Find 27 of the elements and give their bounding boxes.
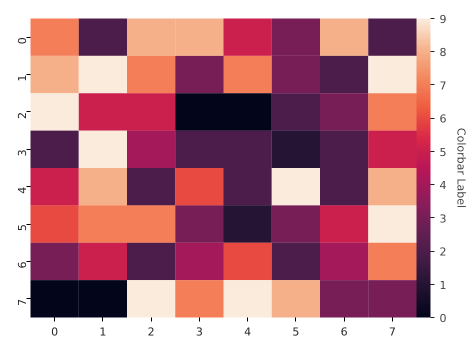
y-tick-label: 6 xyxy=(16,261,29,268)
y-tick-label: 4 xyxy=(16,186,29,194)
color-bar-label: 4 xyxy=(440,179,446,192)
x-tick-label: 1 xyxy=(99,326,106,338)
x-tick-label: 3 xyxy=(196,326,203,338)
y-tick-label: 3 xyxy=(16,149,29,156)
x-tick-label: 2 xyxy=(148,326,155,338)
y-tick-label: 2 xyxy=(16,112,29,119)
x-tick-label: 7 xyxy=(388,326,396,338)
y-tick-label: 7 xyxy=(16,298,29,306)
color-bar-label: 8 xyxy=(440,46,446,60)
color-bar-label: 3 xyxy=(440,212,446,226)
y-tick-label: 0 xyxy=(16,37,29,44)
y-tick-label: 5 xyxy=(16,224,29,232)
color-bar-label: 9 xyxy=(440,13,446,26)
color-bar-label: 0 xyxy=(440,312,446,325)
color-bar-label: 2 xyxy=(440,246,446,259)
y-tick-label: 1 xyxy=(16,74,29,82)
color-bar-label: 6 xyxy=(440,112,446,126)
color-bar-label: 1 xyxy=(440,278,446,292)
x-tick-label: 6 xyxy=(340,326,348,338)
x-tick-label: 4 xyxy=(244,326,252,338)
color-bar-label: 7 xyxy=(440,79,446,92)
color-bar-title: Colorbar Label xyxy=(454,128,468,208)
color-bar-label: 5 xyxy=(440,146,446,159)
x-tick-label: 5 xyxy=(292,326,300,338)
x-tick-label: 0 xyxy=(51,326,58,338)
